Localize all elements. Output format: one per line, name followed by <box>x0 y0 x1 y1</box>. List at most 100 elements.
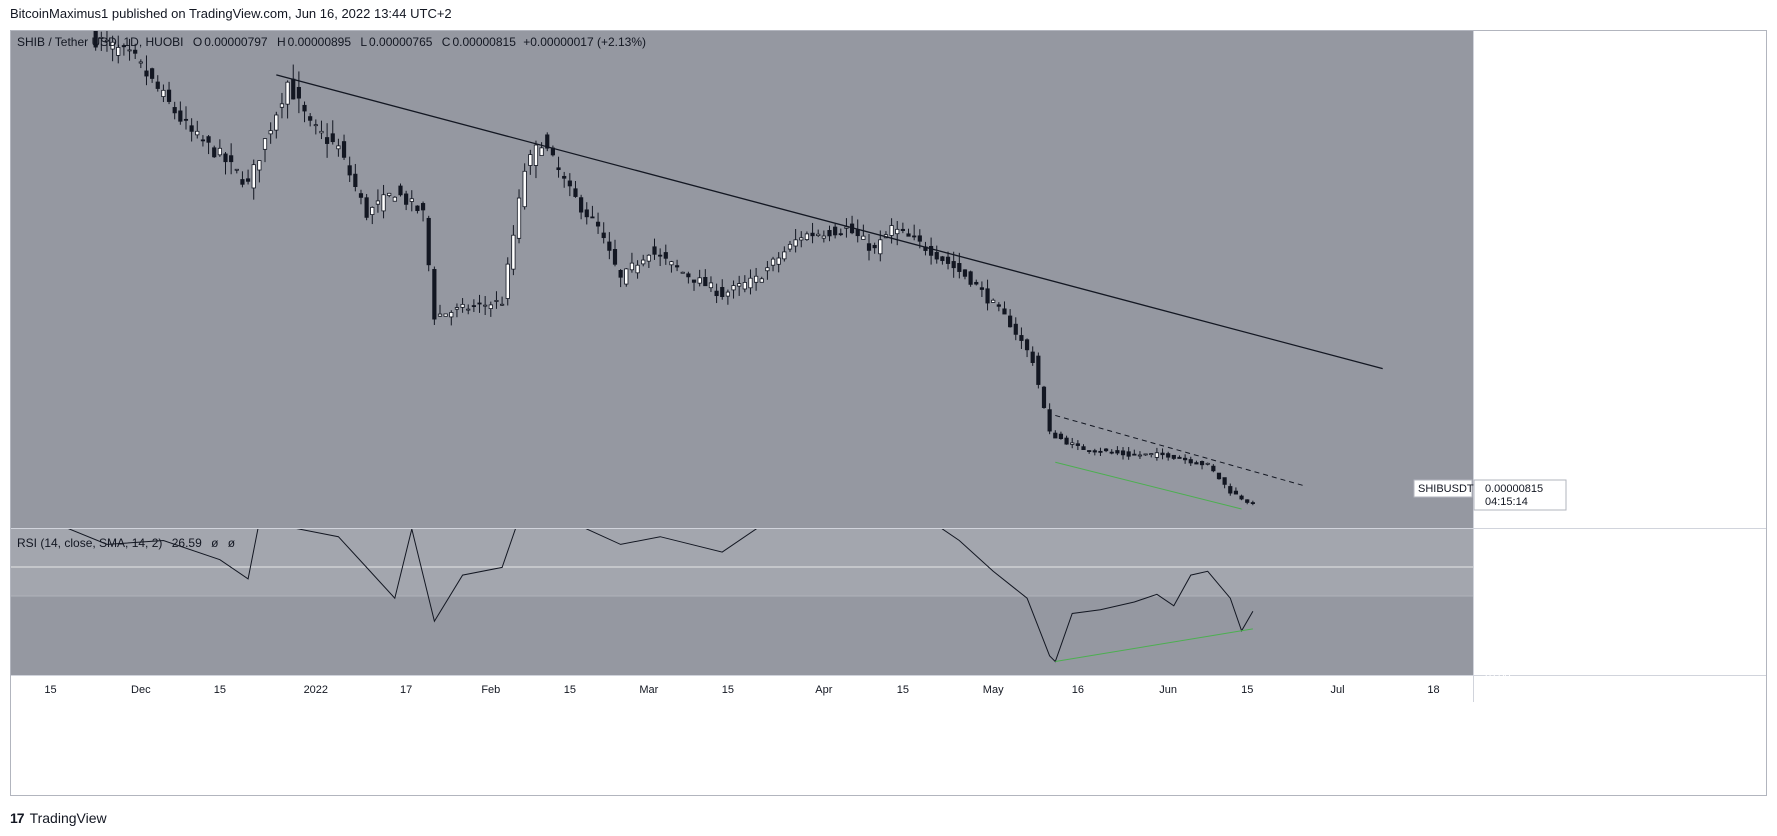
candle-body <box>437 313 443 317</box>
rsi-extra-1: ø <box>211 536 219 550</box>
candle-body <box>590 216 595 219</box>
change-value: +0.00000017 (+2.13%) <box>523 35 646 49</box>
rsi-value: 26.59 <box>171 536 202 550</box>
candle-body <box>443 313 448 317</box>
candle-body <box>601 232 606 239</box>
candle-body <box>420 203 426 211</box>
candle-body <box>1166 453 1171 458</box>
candle-body <box>1250 502 1255 504</box>
candle-body <box>178 110 183 122</box>
candle-body <box>607 241 612 251</box>
rsi-tick-label: 10.00 <box>1483 670 1511 682</box>
tradingview-brand[interactable]: TradingView <box>29 810 107 826</box>
candle-body <box>737 283 742 287</box>
open-value: 0.00000797 <box>204 35 268 49</box>
overlays-layer <box>276 74 1383 510</box>
candle-body <box>900 228 905 231</box>
candle-body <box>708 282 714 289</box>
tradingview-logo-icon[interactable]: 17 <box>10 810 25 826</box>
last-price-symbol-box <box>1413 479 1473 498</box>
candle-body <box>714 290 719 297</box>
candle-body <box>223 153 228 163</box>
candle-body <box>1081 446 1086 450</box>
trendline-channel-resistance <box>1055 414 1304 487</box>
candle-body <box>612 249 618 265</box>
price-pane[interactable] <box>11 31 1473 528</box>
price-axis[interactable]: 0.00003500 0.00003000 0.00002500 0.00002000… <box>1483 106 1541 483</box>
trendline-descending-resistance <box>276 74 1383 370</box>
candle-body <box>595 221 601 227</box>
time-tick-label: 16 <box>1072 684 1084 696</box>
candle-body <box>1183 457 1188 461</box>
candle-body <box>1109 451 1114 454</box>
price-tick-label: 0.00002500 <box>1483 253 1541 265</box>
chart-svg[interactable]: 0.00003500 0.00003000 0.00002500 0.00002000… <box>11 31 1766 795</box>
candle-body <box>635 264 640 274</box>
candle-body <box>161 89 166 97</box>
candle-body <box>104 39 110 42</box>
candle-body <box>404 193 409 205</box>
candle-body <box>895 228 900 235</box>
candle-body <box>957 263 962 272</box>
low-label: L <box>360 35 368 49</box>
price-tick-label: 0.00003000 <box>1483 179 1541 191</box>
candle-body <box>686 273 691 278</box>
time-axis[interactable]: 15 Dec 15 2022 17 Feb 15 Mar 15 Apr 15 May 16 Jun 15 Ju… <box>44 684 1439 696</box>
time-tick-label: 2022 <box>304 684 328 696</box>
candle-body <box>816 233 821 237</box>
candle-body <box>1098 450 1103 453</box>
chart-frame: 0.00003500 0.00003000 0.00002500 0.00002000… <box>10 30 1767 796</box>
candle-body <box>1132 453 1137 456</box>
candle-body <box>725 291 730 297</box>
candle-body <box>658 254 663 257</box>
candle-body <box>392 196 397 202</box>
candle-body <box>1103 448 1109 452</box>
candle-body <box>291 78 296 100</box>
rsi-legend: RSI (14, close, SMA, 14, 2) 26.59 ø ø <box>17 536 235 550</box>
candle-body <box>133 49 138 54</box>
candle-body <box>1149 453 1154 456</box>
candle-body <box>996 304 1001 307</box>
candle-body <box>629 262 635 271</box>
candle-body <box>787 243 793 250</box>
candle-body <box>940 256 945 262</box>
candle-body <box>991 299 996 303</box>
candle-body <box>155 81 160 89</box>
candle-body <box>906 233 911 237</box>
candle-body <box>624 268 629 285</box>
rsi-axis[interactable]: 40.00 30.00 20.00 10.00 <box>1483 555 1511 682</box>
candle-body <box>759 278 764 283</box>
published-text: BitcoinMaximus1 published on TradingView… <box>10 6 452 21</box>
symbol-title[interactable]: SHIB / Tether USD, 1D, HUOBI <box>17 35 184 49</box>
candle-body <box>697 277 702 284</box>
candle-body <box>257 160 262 171</box>
rsi-tick-label: 40.00 <box>1483 555 1511 567</box>
trendline-channel-support <box>1055 461 1242 510</box>
candle-body <box>127 49 132 52</box>
candle-body <box>505 263 510 299</box>
rsi-trendline <box>1055 628 1253 663</box>
candle-body <box>449 312 454 318</box>
candle-body <box>516 197 522 239</box>
candle-body <box>793 239 798 247</box>
candle-body <box>833 226 838 236</box>
time-tick-label: Jul <box>1330 684 1344 696</box>
candle-body <box>872 244 877 249</box>
candles-layer <box>93 31 1255 506</box>
candle-body <box>110 41 115 50</box>
time-tick-label: 15 <box>44 684 56 696</box>
candle-body <box>1188 459 1193 464</box>
published-header: BitcoinMaximus1 published on TradingView… <box>0 0 1777 28</box>
rsi-tick-label: 20.00 <box>1483 632 1511 644</box>
candle-body <box>782 251 787 260</box>
rsi-label[interactable]: RSI (14, close, SMA, 14, 2) <box>17 536 163 550</box>
low-value: 0.00000765 <box>369 35 433 49</box>
candle-body <box>1070 442 1075 445</box>
candle-body <box>1024 339 1030 351</box>
price-tick-label: 0.00003500 <box>1483 106 1541 118</box>
candle-body <box>302 104 307 112</box>
last-price-symbol: SHIBUSDT <box>1418 483 1474 495</box>
candle-body <box>341 141 347 158</box>
candle-body <box>584 209 589 218</box>
candle-body <box>838 233 843 236</box>
